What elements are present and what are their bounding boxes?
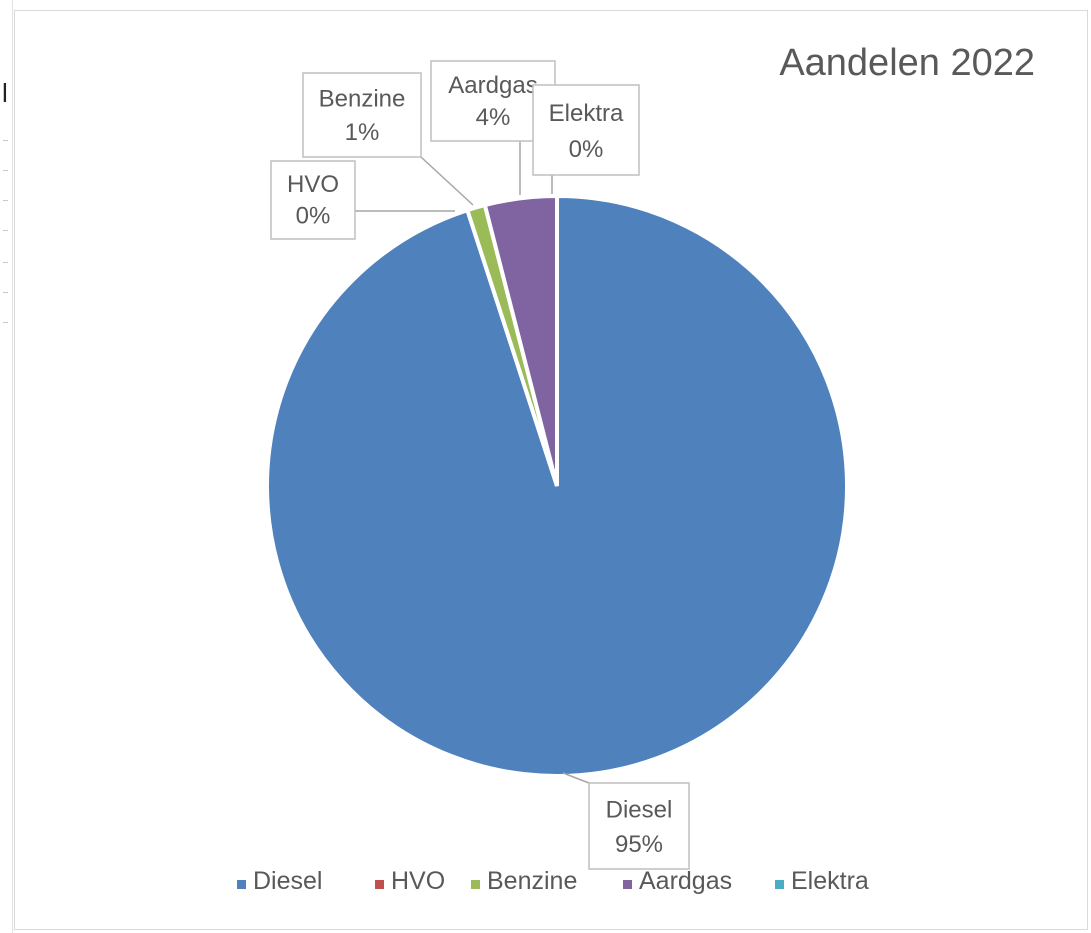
legend-item-elektra: Elektra bbox=[775, 867, 869, 895]
pie-slice-aardgas bbox=[482, 193, 559, 487]
data-label-value: 1% bbox=[345, 119, 380, 146]
pie-chart: Aandelen 2022 Diesel 95% HVO 0% Benzine 1% Aar… bbox=[237, 42, 1035, 895]
chart-title: Aandelen 2022 bbox=[779, 42, 1035, 84]
data-label-category: Diesel bbox=[606, 796, 673, 823]
data-label-benzine: Benzine 1% bbox=[302, 72, 422, 158]
divider bbox=[3, 292, 8, 293]
leader-lines bbox=[355, 141, 590, 784]
legend-label: HVO bbox=[391, 867, 445, 895]
divider bbox=[3, 262, 8, 263]
legend-swatch bbox=[237, 880, 246, 889]
data-label-value: 95% bbox=[615, 831, 663, 858]
clipped-text-fragment: l bbox=[2, 78, 8, 108]
divider bbox=[3, 200, 8, 201]
leader-line-diesel bbox=[562, 772, 590, 784]
data-label-elektra: Elektra 0% bbox=[532, 84, 640, 176]
data-label-box bbox=[532, 84, 640, 176]
legend-swatch bbox=[623, 880, 632, 889]
divider bbox=[3, 170, 8, 171]
legend-label: Elektra bbox=[791, 867, 869, 895]
data-label-value: 0% bbox=[296, 202, 331, 229]
legend-swatch bbox=[775, 880, 784, 889]
divider bbox=[3, 230, 8, 231]
legend-item-hvo: HVO bbox=[375, 867, 445, 895]
legend-label: Diesel bbox=[253, 867, 322, 895]
data-label-category: HVO bbox=[287, 171, 339, 198]
data-label-box bbox=[302, 72, 422, 158]
data-label-hvo: HVO 0% bbox=[270, 160, 356, 240]
data-label-callouts: Diesel 95% HVO 0% Benzine 1% Aardgas 4% Elektra 0… bbox=[270, 60, 690, 870]
data-label-value: 4% bbox=[476, 104, 511, 131]
legend-item-diesel: Diesel bbox=[237, 867, 322, 895]
data-label-category: Aardgas bbox=[448, 72, 537, 99]
pie-slices bbox=[265, 193, 849, 778]
data-label-box bbox=[270, 160, 356, 240]
legend-label: Aardgas bbox=[639, 867, 732, 895]
legend: Diesel HVO Benzine Aardgas Elektra bbox=[237, 867, 869, 895]
data-label-category: Elektra bbox=[549, 100, 624, 127]
legend-swatch bbox=[375, 880, 384, 889]
divider bbox=[3, 322, 8, 323]
legend-swatch bbox=[471, 880, 480, 889]
legend-item-benzine: Benzine bbox=[471, 867, 577, 895]
data-label-diesel: Diesel 95% bbox=[588, 782, 690, 870]
legend-item-aardgas: Aardgas bbox=[623, 867, 732, 895]
legend-label: Benzine bbox=[487, 867, 577, 895]
data-label-box bbox=[588, 782, 690, 870]
chart-area: Aandelen 2022 Diesel 95% HVO 0% Benzine 1% Aar… bbox=[14, 10, 1088, 930]
data-label-value: 0% bbox=[569, 136, 604, 163]
left-edge-strip: l bbox=[0, 0, 13, 933]
divider bbox=[3, 140, 8, 141]
leader-line-benzine bbox=[420, 156, 474, 206]
data-label-category: Benzine bbox=[319, 86, 406, 113]
